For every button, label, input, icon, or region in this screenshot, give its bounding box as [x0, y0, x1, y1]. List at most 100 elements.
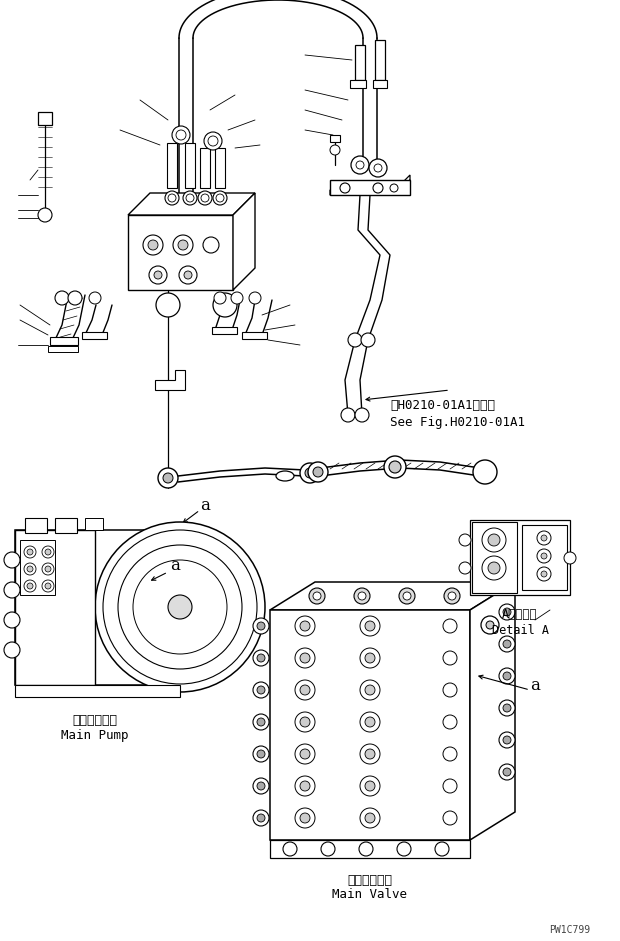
- Circle shape: [295, 648, 315, 668]
- Circle shape: [482, 528, 506, 552]
- Circle shape: [24, 563, 36, 575]
- Circle shape: [213, 293, 237, 317]
- Circle shape: [253, 650, 269, 666]
- Circle shape: [399, 588, 415, 604]
- Polygon shape: [185, 143, 195, 188]
- Circle shape: [201, 194, 209, 202]
- Polygon shape: [330, 175, 410, 195]
- Circle shape: [89, 292, 101, 304]
- Circle shape: [499, 764, 515, 780]
- Circle shape: [24, 546, 36, 558]
- Circle shape: [168, 595, 192, 619]
- Circle shape: [208, 136, 218, 146]
- Circle shape: [444, 588, 460, 604]
- Text: PW1C799: PW1C799: [549, 925, 590, 935]
- Bar: [330, 135, 340, 142]
- Circle shape: [300, 717, 310, 727]
- Polygon shape: [215, 148, 225, 188]
- Bar: [55, 518, 77, 533]
- Circle shape: [198, 191, 212, 205]
- Bar: [470, 520, 570, 595]
- Circle shape: [503, 608, 511, 616]
- Circle shape: [503, 704, 511, 712]
- Bar: [472, 522, 517, 593]
- Circle shape: [295, 712, 315, 732]
- Circle shape: [231, 292, 243, 304]
- Circle shape: [68, 291, 82, 305]
- Bar: [270, 610, 470, 840]
- Circle shape: [397, 842, 411, 856]
- Text: メインバルブ: メインバルブ: [347, 873, 392, 886]
- Circle shape: [360, 776, 380, 796]
- Circle shape: [165, 191, 179, 205]
- Circle shape: [45, 566, 51, 572]
- Bar: [212, 327, 237, 334]
- Circle shape: [503, 768, 511, 776]
- Bar: [15, 530, 95, 685]
- Circle shape: [172, 126, 190, 144]
- Circle shape: [300, 781, 310, 791]
- Circle shape: [537, 549, 551, 563]
- Circle shape: [488, 562, 500, 574]
- Circle shape: [499, 732, 515, 748]
- Circle shape: [249, 292, 261, 304]
- Circle shape: [178, 240, 188, 250]
- Circle shape: [214, 292, 226, 304]
- Circle shape: [443, 715, 457, 729]
- Text: a: a: [530, 677, 540, 694]
- Circle shape: [330, 145, 340, 155]
- Circle shape: [95, 522, 265, 692]
- Circle shape: [499, 604, 515, 620]
- Circle shape: [300, 749, 310, 759]
- Text: Detail A: Detail A: [492, 624, 549, 636]
- Circle shape: [253, 810, 269, 826]
- Polygon shape: [355, 45, 365, 80]
- Circle shape: [360, 680, 380, 700]
- Circle shape: [481, 616, 499, 634]
- Circle shape: [253, 778, 269, 794]
- Circle shape: [27, 549, 33, 555]
- Circle shape: [541, 571, 547, 577]
- Bar: [270, 840, 470, 858]
- Circle shape: [27, 566, 33, 572]
- Bar: [330, 180, 410, 195]
- Circle shape: [365, 749, 375, 759]
- Circle shape: [351, 156, 369, 174]
- Text: a: a: [170, 556, 180, 573]
- Circle shape: [359, 842, 373, 856]
- Circle shape: [176, 130, 186, 140]
- Circle shape: [564, 552, 576, 564]
- Circle shape: [143, 235, 163, 255]
- Text: A　詳　細: A 詳 細: [502, 609, 538, 621]
- Circle shape: [295, 744, 315, 764]
- Bar: [350, 80, 366, 88]
- Text: 第H0210-01A1図参照: 第H0210-01A1図参照: [390, 398, 495, 411]
- Circle shape: [27, 583, 33, 589]
- Circle shape: [503, 672, 511, 680]
- Circle shape: [348, 333, 362, 347]
- Bar: [20, 540, 55, 595]
- Circle shape: [295, 808, 315, 828]
- Circle shape: [295, 776, 315, 796]
- Circle shape: [309, 588, 325, 604]
- Polygon shape: [270, 582, 515, 610]
- Circle shape: [403, 592, 411, 600]
- Circle shape: [443, 779, 457, 793]
- Circle shape: [541, 553, 547, 559]
- Circle shape: [365, 813, 375, 823]
- Circle shape: [156, 293, 180, 317]
- Circle shape: [499, 668, 515, 684]
- Circle shape: [300, 685, 310, 695]
- Circle shape: [213, 191, 227, 205]
- Bar: [85, 518, 103, 530]
- Circle shape: [42, 546, 54, 558]
- Circle shape: [154, 271, 162, 279]
- Circle shape: [459, 534, 471, 546]
- Circle shape: [118, 545, 242, 669]
- Circle shape: [300, 813, 310, 823]
- Circle shape: [179, 266, 197, 284]
- Circle shape: [38, 208, 52, 222]
- Circle shape: [448, 592, 456, 600]
- Circle shape: [443, 651, 457, 665]
- Bar: [373, 80, 387, 88]
